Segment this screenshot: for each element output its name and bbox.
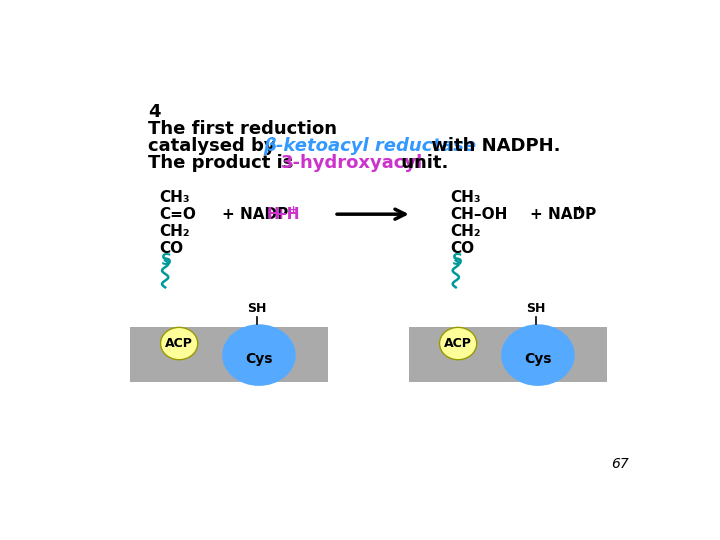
Text: + NADP: + NADP: [530, 207, 596, 222]
Text: The first reduction: The first reduction: [148, 120, 337, 138]
Ellipse shape: [222, 325, 296, 386]
Text: CH₃: CH₃: [160, 190, 190, 205]
Text: CH₂: CH₂: [451, 224, 481, 239]
Text: 4: 4: [148, 103, 161, 122]
Text: Cys: Cys: [524, 352, 552, 366]
Text: CH₂: CH₂: [160, 224, 190, 239]
Text: CO: CO: [160, 240, 184, 255]
Bar: [130, 327, 328, 382]
Text: + NADP: + NADP: [222, 207, 288, 222]
Text: S: S: [161, 253, 172, 268]
Text: SH: SH: [247, 302, 266, 315]
Text: CH–OH: CH–OH: [451, 207, 508, 222]
Bar: [409, 327, 607, 382]
Text: with NADPH.: with NADPH.: [425, 137, 560, 155]
Text: unit.: unit.: [395, 154, 449, 172]
Text: S: S: [452, 253, 463, 268]
Text: ACP: ACP: [444, 337, 472, 350]
Text: SH: SH: [526, 302, 545, 315]
Text: H: H: [266, 207, 279, 222]
Ellipse shape: [501, 325, 575, 386]
Text: 3-hydroxyacyl: 3-hydroxyacyl: [280, 154, 423, 172]
Text: C=O: C=O: [160, 207, 197, 222]
Text: The product is: The product is: [148, 154, 300, 172]
Text: CO: CO: [451, 240, 474, 255]
Ellipse shape: [161, 327, 198, 360]
Text: +: +: [289, 205, 298, 214]
Text: Cys: Cys: [246, 352, 273, 366]
Text: +H: +H: [274, 207, 300, 222]
Text: ACP: ACP: [165, 337, 193, 350]
Ellipse shape: [439, 327, 477, 360]
Text: β-ketoacyl reductase: β-ketoacyl reductase: [263, 137, 476, 155]
Text: 67: 67: [611, 457, 629, 471]
Text: CH₃: CH₃: [451, 190, 481, 205]
Text: catalysed by: catalysed by: [148, 137, 282, 155]
Text: +: +: [575, 205, 584, 214]
